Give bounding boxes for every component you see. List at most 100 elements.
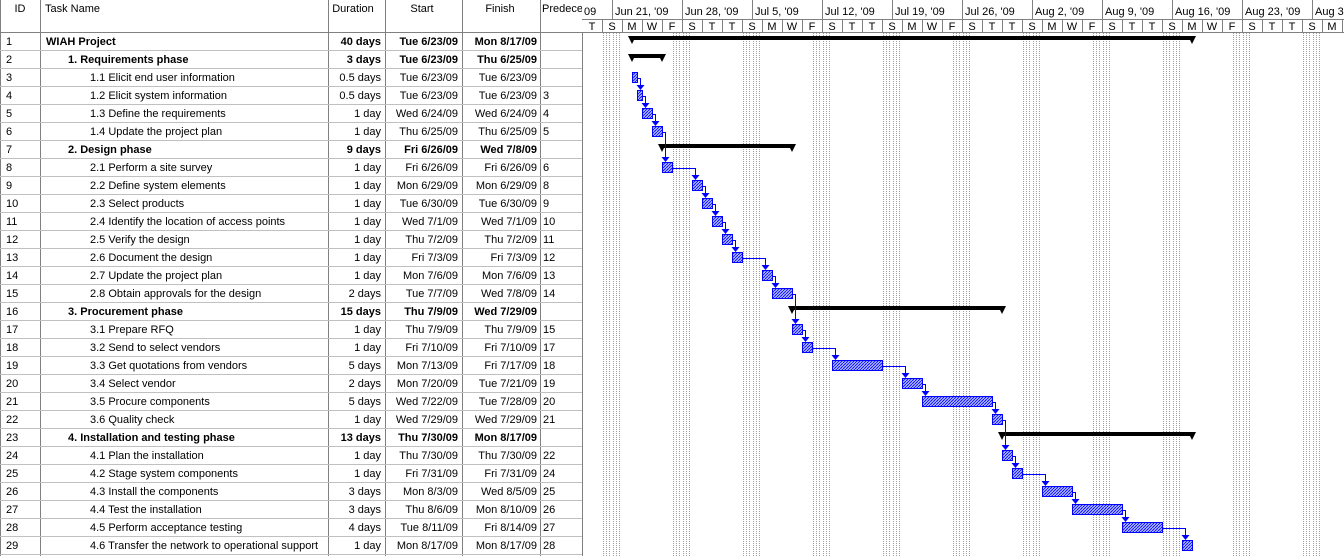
task-name[interactable]: 4.6 Transfer the network to operational … (90, 540, 318, 552)
task-name[interactable]: 2.4 Identify the location of access poin… (90, 216, 286, 228)
task-duration: 9 days (347, 144, 381, 156)
task-start: Mon 8/17/09 (397, 540, 458, 552)
dependency-arrow (1121, 517, 1130, 522)
task-name[interactable]: 4.4 Test the installation (90, 504, 202, 516)
task-name[interactable]: 2.1 Perform a site survey (90, 162, 213, 174)
task-bar[interactable] (732, 252, 743, 263)
task-name[interactable]: 4.2 Stage system components (90, 468, 238, 480)
task-name[interactable]: 2.5 Verify the design (90, 234, 190, 246)
task-name[interactable]: 1.3 Define the requirements (90, 108, 226, 120)
task-bar[interactable] (1122, 522, 1163, 533)
task-bar[interactable] (1042, 486, 1073, 497)
dependency-arrow (991, 409, 1000, 414)
task-predecessor: 27 (543, 522, 555, 534)
task-bar[interactable] (652, 126, 663, 137)
task-bar[interactable] (692, 180, 703, 191)
task-bar[interactable] (772, 288, 793, 299)
task-name[interactable]: 1.4 Update the project plan (90, 126, 222, 138)
dependency-link (802, 330, 806, 337)
table-grid (0, 0, 583, 556)
task-duration: 1 day (354, 450, 381, 462)
task-duration: 5 days (349, 396, 382, 408)
task-bar[interactable] (922, 396, 993, 407)
task-bar[interactable] (632, 72, 638, 83)
task-start: Tue 6/23/09 (400, 90, 458, 102)
task-bar[interactable] (832, 360, 883, 371)
column-header[interactable]: Finish (485, 3, 514, 15)
task-name[interactable]: 3.2 Send to select vendors (90, 342, 221, 354)
task-bar[interactable] (902, 378, 923, 389)
task-id: 12 (6, 234, 18, 246)
task-name[interactable]: 3.4 Select vendor (90, 378, 176, 390)
column-header[interactable]: Start (410, 3, 433, 15)
column-header[interactable]: Predecessors (542, 3, 610, 15)
task-bar[interactable] (702, 198, 713, 209)
dependency-arrow (831, 355, 840, 360)
task-name[interactable]: 4.5 Perform acceptance testing (90, 522, 242, 534)
task-bar[interactable] (1002, 450, 1013, 461)
task-finish: Mon 7/6/09 (482, 270, 537, 282)
task-bar[interactable] (662, 162, 673, 173)
task-name[interactable]: 2.2 Define system elements (90, 180, 226, 192)
dependency-arrow (691, 175, 700, 180)
task-duration: 0.5 days (339, 72, 381, 84)
task-finish: Mon 6/29/09 (476, 180, 537, 192)
task-name[interactable]: 3.6 Quality check (90, 414, 175, 426)
task-name[interactable]: 2.8 Obtain approvals for the design (90, 288, 261, 300)
column-header[interactable]: Task Name (45, 3, 100, 15)
task-finish: Fri 7/3/09 (491, 252, 537, 264)
task-name[interactable]: 4.1 Plan the installation (90, 450, 204, 462)
column-header[interactable]: ID (15, 3, 26, 15)
task-bar[interactable] (1072, 504, 1123, 515)
task-duration: 40 days (341, 36, 381, 48)
task-id: 6 (6, 126, 12, 138)
task-finish: Tue 6/23/09 (479, 72, 537, 84)
task-name[interactable]: 1.2 Elicit system information (90, 90, 227, 102)
task-predecessor: 20 (543, 396, 555, 408)
dependency-link (792, 294, 796, 319)
task-name[interactable]: 1.1 Elicit end user information (90, 72, 235, 84)
task-name[interactable]: 2. Design phase (68, 144, 152, 156)
dependency-link (702, 186, 706, 193)
task-bar[interactable] (1012, 468, 1023, 479)
week-label: Aug 3 (1315, 6, 1344, 18)
dependency-arrow (791, 319, 800, 324)
task-name[interactable]: 1. Requirements phase (68, 54, 188, 66)
task-bar[interactable] (992, 414, 1003, 425)
task-predecessor: 6 (543, 162, 549, 174)
task-duration: 0.5 days (339, 90, 381, 102)
dependency-arrow (641, 103, 650, 108)
task-bar[interactable] (1182, 540, 1193, 551)
day-label: S (1108, 21, 1115, 33)
task-bar[interactable] (642, 108, 653, 119)
task-id: 21 (6, 396, 18, 408)
task-bar[interactable] (792, 324, 803, 335)
task-name[interactable]: 2.6 Document the design (90, 252, 212, 264)
task-finish: Fri 7/17/09 (484, 360, 537, 372)
task-finish: Tue 6/30/09 (479, 198, 537, 210)
task-name[interactable]: WIAH Project (46, 36, 116, 48)
day-label: T (1269, 21, 1276, 33)
task-name[interactable]: 3.1 Prepare RFQ (90, 324, 174, 336)
task-finish: Tue 6/23/09 (479, 90, 537, 102)
task-name[interactable]: 4. Installation and testing phase (68, 432, 235, 444)
day-label: W (1207, 21, 1218, 33)
task-name[interactable]: 2.7 Update the project plan (90, 270, 222, 282)
task-bar[interactable] (722, 234, 733, 245)
week-label: 09 (584, 6, 596, 18)
task-name[interactable]: 3. Procurement phase (68, 306, 183, 318)
dependency-link (772, 276, 776, 283)
task-name[interactable]: 2.3 Select products (90, 198, 185, 210)
column-header[interactable]: Duration (332, 3, 374, 15)
task-bar[interactable] (712, 216, 723, 227)
task-duration: 3 days (349, 504, 382, 516)
task-name[interactable]: 3.5 Procure components (90, 396, 210, 408)
task-name[interactable]: 3.3 Get quotations from vendors (90, 360, 248, 372)
task-bar[interactable] (802, 342, 813, 353)
task-start: Wed 7/29/09 (396, 414, 458, 426)
task-start: Mon 7/13/09 (397, 360, 458, 372)
task-bar[interactable] (637, 90, 643, 101)
task-name[interactable]: 4.3 Install the components (90, 486, 219, 498)
task-bar[interactable] (762, 270, 773, 281)
